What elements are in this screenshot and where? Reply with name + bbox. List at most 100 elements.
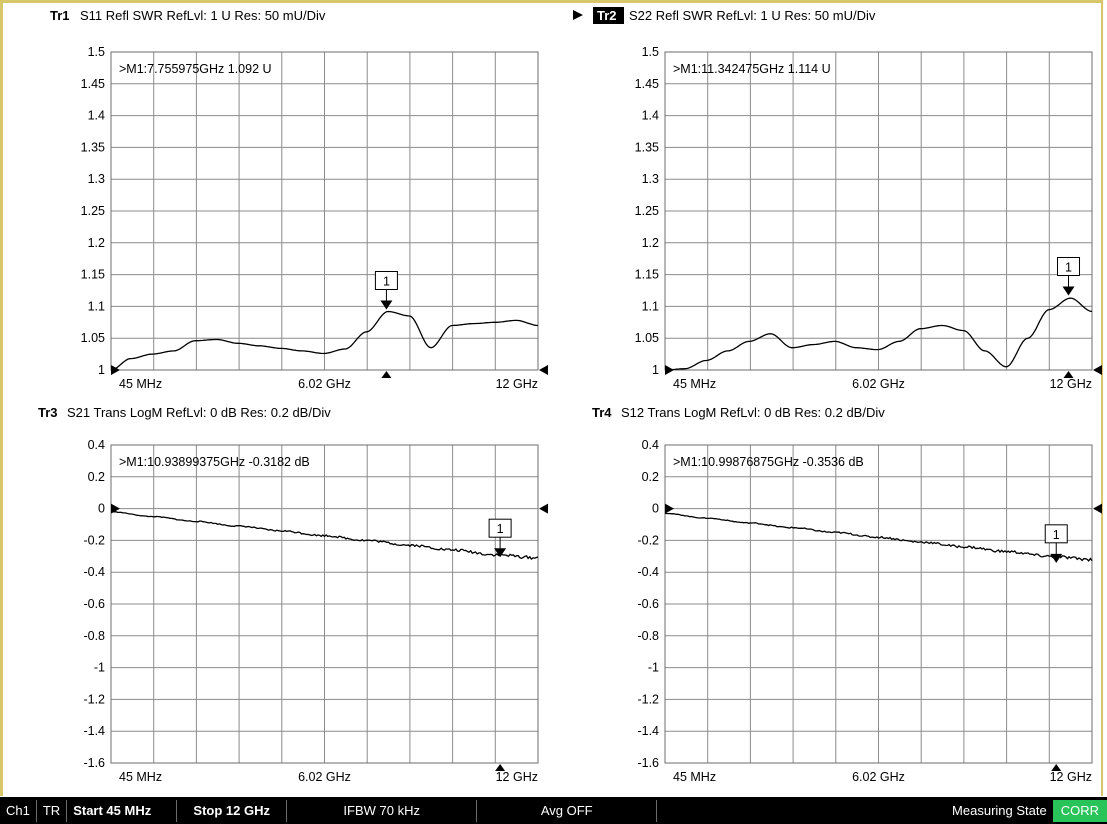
plot-panel-tr1: 1.5 1.45 1.4 1.35 1.3 1.25 1.2 1.15 1.1 1.05 1 45 M… (81, 45, 548, 391)
y-tick-label: -1.6 (637, 756, 659, 770)
y-tick-label: 0 (98, 502, 105, 516)
ref-level-right-icon (1093, 365, 1102, 375)
tr1-header[interactable]: Tr1 S11 Refl SWR RefLvl: 1 U Res: 50 mU/… (50, 8, 326, 23)
status-bar: Ch1 TR Start 45 MHz Stop 12 GHz IFBW 70 … (0, 797, 1107, 824)
y-tick-label: -1.6 (83, 756, 105, 770)
y-tick-label: -0.8 (637, 629, 659, 643)
tr2-name-badge (593, 7, 624, 24)
plot-border (110, 51, 539, 371)
x-tick-label: 12 GHz (496, 377, 538, 391)
y-tick-label: 0 (652, 502, 659, 516)
y-tick-label: 1.15 (81, 268, 105, 282)
y-tick-label: 1.1 (88, 299, 105, 313)
y-tick-label: 0.4 (642, 438, 659, 452)
ref-level-left-icon (111, 365, 120, 375)
trace-line-tr1 (110, 310, 539, 371)
marker-m1[interactable]: 1 (374, 270, 398, 310)
tr2-header[interactable]: Tr2 S22 Refl SWR RefLvl: 1 U Res: 50 mU/… (573, 7, 876, 24)
tr4-header[interactable]: Tr4 S12 Trans LogM RefLvl: 0 dB Res: 0.2… (592, 405, 885, 420)
tr2-name: Tr2 (597, 8, 617, 23)
plot-border (664, 51, 1093, 371)
trace-line-tr4 (665, 512, 1093, 562)
tr2-title: S22 Refl SWR RefLvl: 1 U Res: 50 mU/Div (629, 8, 876, 23)
y-tick-label: 1.05 (81, 331, 105, 345)
y-tick-label: 1.2 (642, 236, 659, 250)
active-trace-pointer-icon (573, 10, 583, 20)
y-tick-label: -1.2 (637, 692, 659, 706)
marker-readout: >M1:7.755975GHz 1.092 U (119, 62, 272, 76)
plot-border (110, 444, 539, 764)
y-tick-label: 1.3 (88, 172, 105, 186)
trace-line-tr2 (665, 297, 1093, 371)
y-tick-label: 1.1 (642, 299, 659, 313)
averaging-setting[interactable]: Avg OFF (477, 799, 658, 822)
plot-panel-tr3: 0.4 0.2 0 -0.2 -0.4 -0.6 -0.8 -1 -1.2 -1.4 -1.6 45 … (83, 438, 548, 784)
tr1-title: S11 Refl SWR RefLvl: 1 U Res: 50 mU/Div (80, 8, 326, 23)
marker-label: 1 (497, 522, 504, 536)
tr3-header[interactable]: Tr3 S21 Trans LogM RefLvl: 0 dB Res: 0.2… (38, 405, 331, 420)
y-tick-label: 1 (98, 363, 105, 377)
ref-level-right-icon (539, 503, 548, 514)
marker-label: 1 (1065, 260, 1072, 274)
marker-m1[interactable]: 1 (1044, 524, 1068, 563)
marker-position-icon (1063, 371, 1074, 378)
y-tick-label: 1.2 (88, 236, 105, 250)
display-frame (0, 0, 1103, 796)
tr3-title: S21 Trans LogM RefLvl: 0 dB Res: 0.2 dB/… (67, 405, 331, 420)
y-tick-label: -0.6 (637, 597, 659, 611)
marker-arrow-icon (494, 548, 507, 558)
channel-label[interactable]: Ch1 (0, 799, 37, 822)
ref-level-right-icon (539, 365, 548, 375)
marker-arrow-icon (1062, 286, 1075, 296)
y-tick-label: -1.2 (83, 692, 105, 706)
trace-line-tr3 (110, 511, 539, 561)
ifbw-setting[interactable]: IFBW 70 kHz (287, 799, 478, 822)
x-tick-label: 6.02 GHz (298, 377, 351, 391)
y-tick-label: 0.2 (642, 470, 659, 484)
plot-panel-tr4: 0.4 0.2 0 -0.2 -0.4 -0.6 -0.8 -1 -1.2 -1.4 -1.6 45 … (637, 438, 1102, 784)
x-tick-label: 12 GHz (496, 770, 538, 784)
ref-level-left-icon (665, 503, 674, 514)
marker-arrow-icon (1050, 553, 1063, 563)
vna-display: Tr1 S11 Refl SWR RefLvl: 1 U Res: 50 mU/… (38, 7, 1102, 784)
tr4-name: Tr4 (592, 405, 612, 420)
y-tick-label: -1.4 (637, 724, 659, 738)
y-tick-label: -1 (94, 661, 105, 675)
x-tick-label: 6.02 GHz (852, 770, 905, 784)
y-tick-label: -1.4 (83, 724, 105, 738)
ref-level-right-icon (1093, 503, 1102, 514)
x-tick-label: 45 MHz (673, 377, 716, 391)
marker-position-icon (495, 764, 506, 771)
marker-position-icon (1051, 764, 1062, 771)
x-tick-label: 6.02 GHz (298, 770, 351, 784)
marker-m1[interactable]: 1 (1057, 256, 1081, 296)
y-tick-label: 1.4 (88, 109, 105, 123)
marker-readout: >M1:10.99876875GHz -0.3536 dB (673, 455, 864, 469)
correction-badge[interactable]: CORR (1052, 799, 1107, 822)
y-tick-label: -0.8 (83, 629, 105, 643)
ref-level-left-icon (111, 503, 120, 514)
y-tick-label: 1.5 (88, 45, 105, 59)
x-tick-label: 12 GHz (1050, 377, 1092, 391)
mode-label[interactable]: TR (37, 799, 68, 822)
marker-arrow-icon (380, 300, 393, 310)
y-tick-label: 1.4 (642, 109, 659, 123)
y-tick-label: 1.15 (635, 268, 659, 282)
start-frequency[interactable]: Start 45 MHz (67, 799, 178, 822)
stop-frequency[interactable]: Stop 12 GHz (177, 799, 288, 822)
plot-panel-tr2: 1.5 1.45 1.4 1.35 1.3 1.25 1.2 1.15 1.1 1.05 1 45 M… (635, 45, 1102, 391)
y-tick-label: 0.4 (88, 438, 105, 452)
marker-label: 1 (1053, 528, 1060, 542)
tr1-name: Tr1 (50, 8, 70, 23)
y-tick-label: 0.2 (88, 470, 105, 484)
y-tick-label: 1.05 (635, 331, 659, 345)
y-tick-label: -0.2 (83, 533, 105, 547)
y-tick-label: 1.5 (642, 45, 659, 59)
y-tick-label: 1.25 (635, 204, 659, 218)
y-tick-label: 1.45 (81, 77, 105, 91)
tr3-name: Tr3 (38, 405, 58, 420)
y-tick-label: -0.4 (637, 565, 659, 579)
marker-m1[interactable]: 1 (488, 518, 512, 558)
y-tick-label: 1.45 (635, 77, 659, 91)
marker-label: 1 (383, 274, 390, 288)
